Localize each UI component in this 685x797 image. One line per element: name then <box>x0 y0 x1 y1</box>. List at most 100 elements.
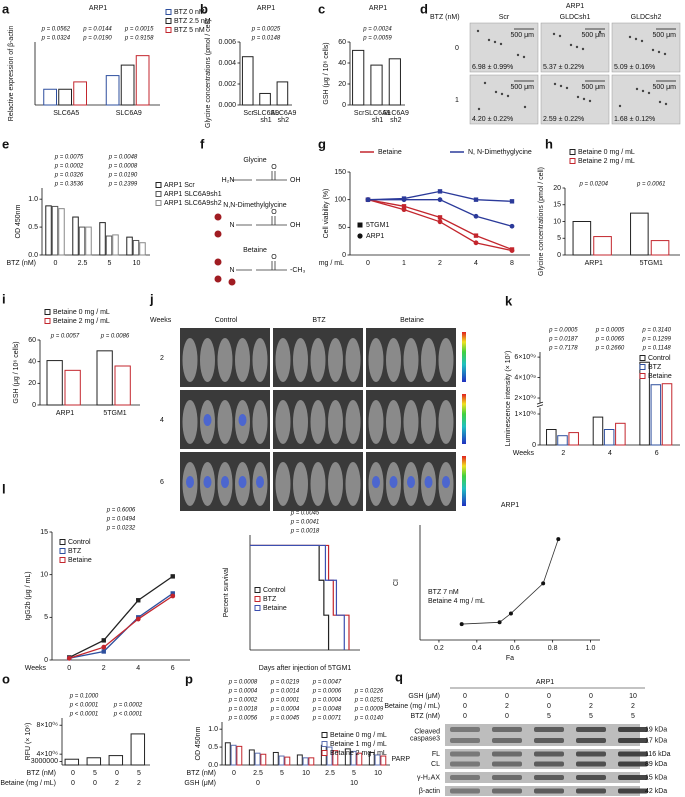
band <box>492 761 522 767</box>
legend-label: BTZ <box>263 596 277 603</box>
marker <box>473 233 479 238</box>
legend-swatch <box>155 191 162 197</box>
condition-value: 0 <box>505 713 509 720</box>
p-value: p = 0.0494 <box>106 517 136 523</box>
bar <box>126 236 133 256</box>
signal <box>407 476 415 488</box>
legend-swatch <box>165 9 172 15</box>
colony <box>663 52 667 56</box>
x-tick-label: 10 <box>133 260 141 267</box>
bar <box>130 733 146 766</box>
bar <box>105 75 120 106</box>
marker <box>509 199 515 204</box>
bar <box>661 383 673 446</box>
row-axis-label: BTZ (nM) <box>430 14 460 21</box>
methyl <box>214 275 222 283</box>
y-tick-label: 0 <box>557 252 561 259</box>
p-value: p = 0.0024 <box>362 27 392 33</box>
color-scale <box>462 394 466 444</box>
marker <box>437 189 443 194</box>
marker <box>170 591 175 596</box>
p-value: p = 0.0086 <box>100 334 130 340</box>
band <box>618 727 648 732</box>
y-tick-label: 0.0 <box>28 252 38 259</box>
band <box>492 751 522 757</box>
colony <box>664 102 668 106</box>
p-value: p = 0.0002 <box>228 698 258 704</box>
legend-swatch <box>321 732 328 738</box>
mouse <box>252 400 268 444</box>
y-axis-label: Luminescence intensity (× 10⁷) <box>505 351 512 447</box>
y-axis-label: CI <box>393 579 400 586</box>
legend-swatch <box>569 149 576 155</box>
scale-bar-label: 500 μm <box>653 32 677 39</box>
y-tick-label: 40 <box>28 359 36 366</box>
x-tick-label: 10 <box>350 780 358 787</box>
legend-label: Betaine 0 mg / mL <box>330 732 387 739</box>
band <box>534 751 564 757</box>
y-tick-label: 150 <box>334 169 346 176</box>
x-tick-label: ARP1 <box>585 260 603 267</box>
colony <box>552 32 556 36</box>
colony-image <box>611 74 681 125</box>
mouse <box>328 400 343 444</box>
band <box>492 727 522 732</box>
bar <box>45 205 52 256</box>
y-tick-label: 0 <box>32 402 36 409</box>
colony <box>658 100 662 104</box>
marker <box>401 204 407 209</box>
p-value: p < 0.0001 <box>69 703 99 709</box>
bar <box>278 755 285 766</box>
annotation: BTZ 7 nM <box>428 589 459 596</box>
y-tick-label: 60 <box>338 39 346 46</box>
row-label: 2 <box>160 355 164 362</box>
y-tick-label: 3000000 <box>31 758 58 765</box>
y-tick-label: 8×10⁰⁶ <box>37 721 59 729</box>
mouse <box>310 338 326 382</box>
x-tick-label: 0 <box>93 780 97 787</box>
y-axis-label: Glycine concentrations (pmol / cell) <box>205 19 212 128</box>
scale-bar-label: 500 μm <box>582 84 606 91</box>
column-label: BTZ <box>312 317 326 324</box>
mouse <box>182 338 198 382</box>
x-tick-label: 1 <box>402 260 406 267</box>
bar <box>224 742 231 766</box>
y-tick-label: 40 <box>338 60 346 67</box>
atom: O <box>271 209 277 216</box>
band <box>450 775 480 780</box>
p-value: p = 0.0075 <box>54 155 84 161</box>
y-tick-label: 20 <box>553 185 561 192</box>
y-axis-label: GSH (μg / 10⁶ cells) <box>13 341 20 403</box>
y-tick-label: 1.0 <box>208 726 218 733</box>
bar <box>302 757 309 766</box>
row-label: 6 <box>160 479 164 486</box>
x-tick-label: 2.5 <box>253 770 263 777</box>
line <box>69 595 174 659</box>
band <box>576 727 606 732</box>
x-tick-label: 8 <box>510 260 514 267</box>
band <box>450 738 480 743</box>
colony <box>565 86 569 90</box>
y-axis-label: RFU (× 10⁶) <box>25 723 32 761</box>
y-tick-label: 50 <box>338 224 346 231</box>
condition-value: 0 <box>463 693 467 700</box>
point <box>508 611 513 616</box>
condition-value: 0 <box>463 713 467 720</box>
band <box>534 761 564 767</box>
x-axis-label: GSH (μM) <box>184 780 216 787</box>
x-tick-label: 0 <box>232 770 236 777</box>
bar <box>557 435 568 446</box>
band <box>618 751 648 757</box>
p-value: p = 0.0002 <box>54 164 84 170</box>
colony <box>487 38 491 42</box>
y-tick-label: 0.006 <box>218 39 236 46</box>
p-value: p = 0.0045 <box>290 511 320 517</box>
mouse <box>345 462 361 506</box>
bonds <box>236 261 287 271</box>
x-tick-label: 0.8 <box>548 645 558 652</box>
colony <box>506 94 510 98</box>
colony-image <box>469 22 539 73</box>
legend-label: Control <box>648 355 671 362</box>
y-tick-label: 20 <box>28 380 36 387</box>
bar <box>112 234 119 256</box>
